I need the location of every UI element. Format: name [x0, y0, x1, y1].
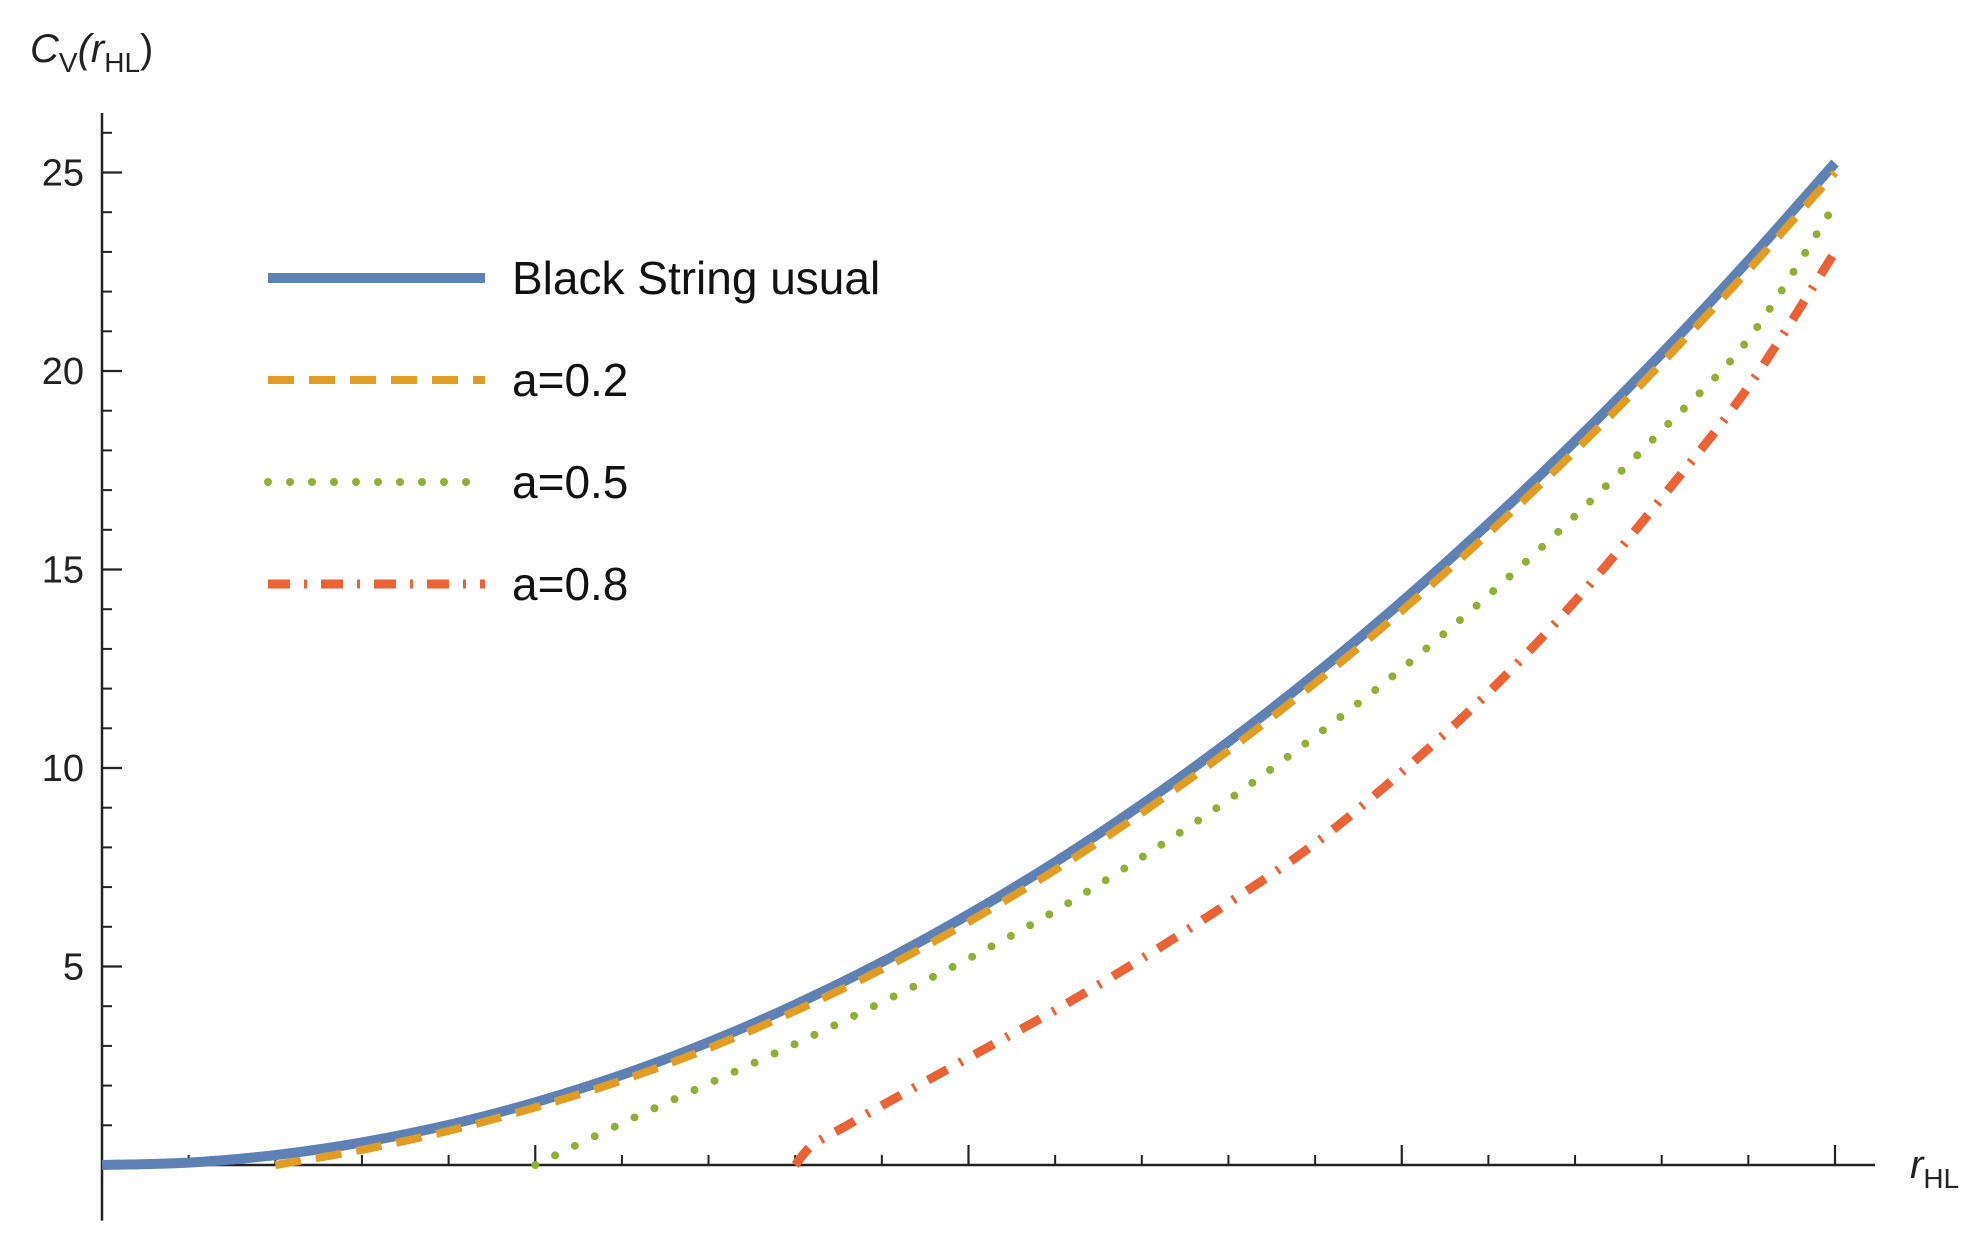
axes: 5 10 15 20 25	[42, 112, 1875, 1221]
y-tick-label: 25	[42, 153, 84, 195]
y-tick-label: 5	[63, 947, 84, 989]
legend-item-1: a=0.2	[268, 354, 628, 406]
series-line-2	[531, 200, 1839, 1169]
x-axis-label: rHL	[1910, 1143, 1959, 1194]
legend-item-2: a=0.5	[264, 456, 628, 508]
legend-label-3: a=0.8	[512, 558, 628, 610]
legend-item-3: a=0.8	[268, 558, 628, 610]
legend: Black String usual a=0.2 a=0.5 a=0.8	[264, 252, 880, 610]
series-line-1	[274, 169, 1838, 1169]
y-axis-label: CV(rHL)	[30, 27, 153, 78]
y-tick-label: 10	[42, 748, 84, 790]
legend-label-2: a=0.5	[512, 456, 628, 508]
y-tick-label: 15	[42, 550, 84, 592]
series-line-3	[791, 249, 1839, 1168]
y-tick-label: 20	[42, 351, 84, 393]
legend-item-0: Black String usual	[268, 252, 880, 304]
legend-label-1: a=0.2	[512, 354, 628, 406]
series-layer	[101, 159, 1839, 1170]
series-line-0	[101, 159, 1839, 1170]
legend-label-0: Black String usual	[512, 252, 880, 304]
